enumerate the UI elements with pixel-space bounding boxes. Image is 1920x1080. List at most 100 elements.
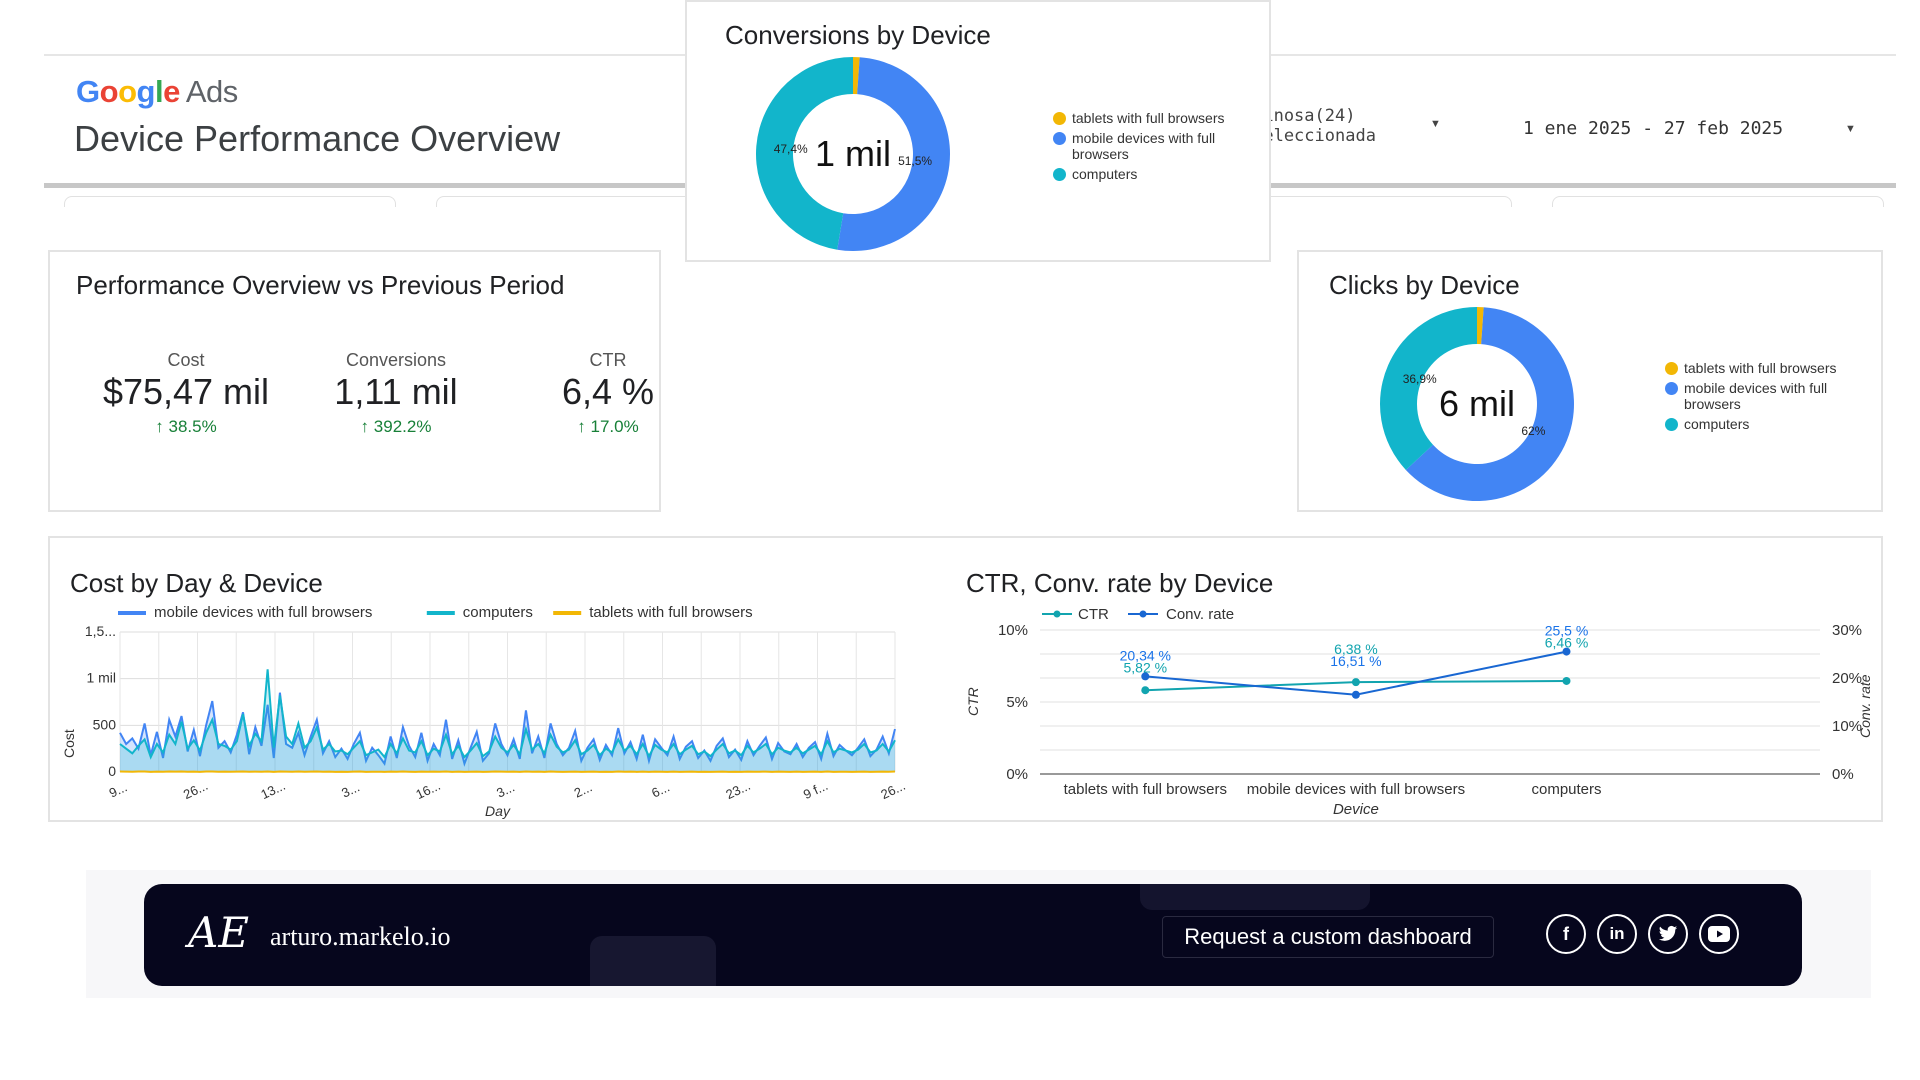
filter-tab-1[interactable]	[64, 196, 396, 207]
y-tick-label: 0	[108, 763, 116, 779]
left-tick-label: 0%	[1006, 766, 1028, 783]
legend-label: mobile devices with full browsers	[154, 604, 372, 621]
kpi-conversions: Conversions 1,11 mil ↑ 392.2%	[296, 350, 516, 437]
kpi-cost-value: $75,47 mil	[102, 371, 270, 412]
right-tick-label: 20%	[1832, 670, 1862, 687]
x-tick-label: 6...	[649, 779, 672, 800]
legend-label: tablets with full browsers	[1072, 110, 1225, 126]
date-range-selector[interactable]: 1 ene 2025 - 27 feb 2025 ▼	[1515, 108, 1856, 150]
legend-dot	[1053, 168, 1066, 181]
legend-swatch	[553, 611, 582, 615]
twitter-icon[interactable]	[1648, 914, 1688, 954]
legend-item-computers: computers	[1665, 416, 1865, 432]
y-axis-label: Cost	[61, 729, 77, 758]
legend-dot	[1665, 418, 1678, 431]
facebook-icon[interactable]: f	[1546, 914, 1586, 954]
up-arrow-icon: ↑	[155, 417, 169, 436]
data-point[interactable]	[1562, 676, 1571, 685]
legend-dot	[1053, 112, 1066, 125]
x-axis-label: Day	[485, 803, 511, 819]
cost-by-day-chart: mobile devices with full browsers compute…	[61, 604, 908, 819]
slice-label: 36,9%	[1403, 372, 1437, 386]
y-tick-label: 1,5...	[85, 623, 116, 639]
series-line[interactable]	[119, 692, 896, 767]
category-label: tablets with full browsers	[1064, 781, 1227, 798]
cost-chart-title: Cost by Day & Device	[70, 568, 323, 598]
x-tick-label: 23...	[723, 778, 752, 802]
up-arrow-icon: ↑	[360, 417, 374, 436]
data-point[interactable]	[1141, 686, 1150, 695]
conv-rate-data-label: 25,5 %	[1545, 623, 1589, 639]
y-tick-label: 500	[93, 716, 117, 732]
donut-slice[interactable]	[1405, 307, 1574, 501]
donut-slice[interactable]	[837, 57, 950, 251]
data-point[interactable]	[1141, 672, 1150, 681]
conversions-donut: 51,5% 47,4% 1 mil	[755, 57, 950, 251]
x-tick-label: 16...	[413, 778, 442, 802]
footer-tab	[590, 936, 716, 986]
kpi-ctr-delta: ↑ 17.0%	[508, 417, 708, 437]
legend-label: mobile devices with full browsers	[1684, 380, 1828, 412]
kpi-ctr-value: 6,4 %	[561, 371, 655, 412]
data-point[interactable]	[1562, 647, 1571, 656]
x-tick-label: 26...	[878, 778, 907, 802]
data-point[interactable]	[1351, 678, 1360, 687]
legend-label: computers	[1684, 416, 1750, 432]
legend-label: computers	[463, 604, 533, 621]
kpi-card-title: Performance Overview vs Previous Period	[76, 270, 565, 300]
legend-dot	[1665, 362, 1678, 375]
right-tick-label: 0%	[1832, 766, 1854, 783]
series-line[interactable]	[119, 669, 896, 760]
twitter-bird-icon	[1658, 925, 1678, 941]
donut-slice[interactable]	[853, 57, 860, 95]
kpi-cost-delta-value: 38.5%	[168, 417, 217, 436]
footer-notch	[1140, 884, 1370, 910]
linkedin-icon[interactable]: in	[1597, 914, 1637, 954]
youtube-icon[interactable]	[1699, 914, 1739, 954]
filter-tab-5[interactable]	[1552, 196, 1884, 207]
legend-label: mobile devices with full browsers	[1072, 130, 1216, 162]
legend-item-mobile: mobile devices with full browsers	[1665, 380, 1865, 412]
footer-bar	[144, 884, 1802, 986]
conversions-card: Conversions by Device 51,5% 47,4% 1 mil ta…	[685, 0, 1271, 262]
x-axis-label: Device	[1333, 801, 1379, 818]
kpi-conversions-value: 1,11 mil	[334, 371, 458, 412]
x-tick-label: 9...	[107, 779, 130, 800]
legend-dot	[1665, 382, 1678, 395]
x-tick-label: 13...	[258, 778, 287, 802]
y-tick-label: 1 mil	[86, 670, 116, 686]
x-tick-label: 2...	[572, 779, 595, 800]
page-title: Device Performance Overview	[74, 118, 561, 159]
x-tick-label: 3...	[339, 779, 362, 800]
legend-item-computers: computers	[1053, 166, 1253, 182]
legend-marker	[1139, 610, 1147, 618]
left-tick-label: 10%	[998, 622, 1028, 639]
slice-label: 62%	[1521, 424, 1545, 438]
request-dashboard-button[interactable]: Request a custom dashboard	[1162, 916, 1494, 958]
donut-slice[interactable]	[1380, 307, 1477, 470]
clicks-donut: 62% 36,9%6 mil	[1380, 307, 1574, 501]
category-label: mobile devices with full browsers	[1247, 781, 1465, 798]
brand-name-link[interactable]: arturo.markelo.io	[270, 922, 451, 951]
conversions-card-title: Conversions by Device	[725, 20, 991, 50]
kpi-ctr-label: CTR	[589, 350, 627, 370]
legend-dot	[1053, 132, 1066, 145]
series-area	[120, 692, 895, 772]
slice-label: 47,4%	[774, 142, 808, 156]
donut-slice[interactable]	[755, 57, 853, 250]
legend-item-tablets: tablets with full browsers	[1665, 360, 1865, 376]
kpi-cost-delta: ↑ 38.5%	[86, 417, 286, 437]
account-dropdown-caret-icon: ▼	[1430, 118, 1441, 130]
kpi-card: Performance Overview vs Previous Period …	[48, 250, 661, 512]
kpi-ctr-delta-value: 17.0%	[590, 417, 639, 436]
legend-label: tablets with full browsers	[1684, 360, 1837, 376]
x-tick-label: 9 f...	[801, 778, 830, 802]
clicks-card-title: Clicks by Device	[1329, 270, 1520, 300]
donut-slice[interactable]	[1477, 307, 1484, 345]
conversions-legend: tablets with full browsers mobile device…	[1053, 110, 1253, 182]
legend-label: CTR	[1078, 606, 1109, 623]
slice-label: 51,5%	[898, 154, 932, 168]
data-point[interactable]	[1351, 690, 1360, 699]
right-tick-label: 30%	[1832, 622, 1862, 639]
x-tick-label: 3...	[494, 779, 517, 800]
